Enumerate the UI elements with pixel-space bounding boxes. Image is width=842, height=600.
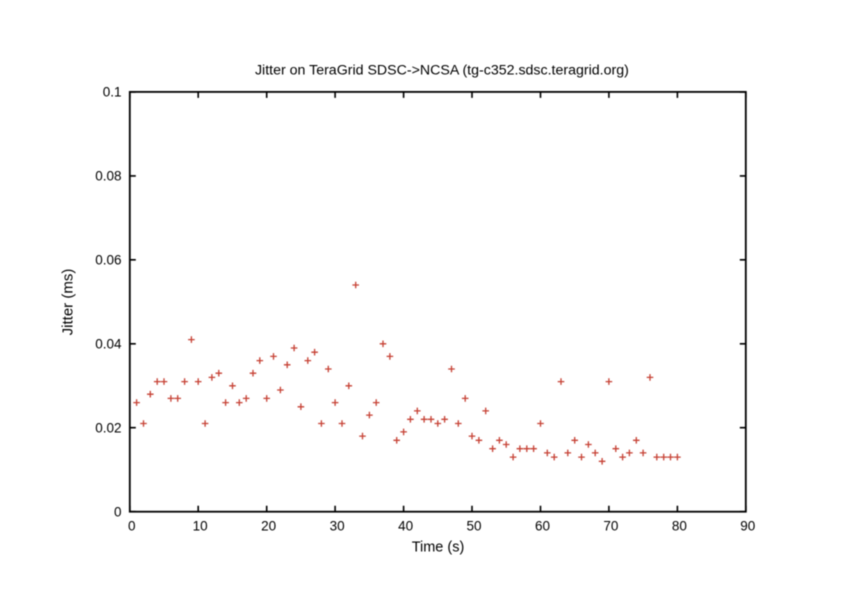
- svg-text:80: 80: [672, 519, 687, 534]
- svg-text:Jitter (ms): Jitter (ms): [60, 269, 77, 336]
- svg-text:30: 30: [330, 519, 345, 534]
- svg-text:0.1: 0.1: [103, 85, 122, 100]
- svg-text:70: 70: [603, 519, 618, 534]
- svg-text:10: 10: [193, 519, 208, 534]
- svg-text:0.02: 0.02: [95, 420, 121, 435]
- svg-text:Jitter on TeraGrid SDSC->NCSA: Jitter on TeraGrid SDSC->NCSA (tg-c352.s…: [255, 63, 629, 79]
- svg-text:0: 0: [128, 519, 136, 534]
- svg-text:Time (s): Time (s): [412, 539, 465, 555]
- svg-text:60: 60: [535, 519, 550, 534]
- svg-text:0.08: 0.08: [95, 169, 121, 184]
- svg-text:50: 50: [466, 519, 481, 534]
- svg-text:90: 90: [740, 519, 755, 534]
- svg-text:0: 0: [114, 504, 122, 519]
- svg-text:20: 20: [261, 519, 276, 534]
- svg-text:0.06: 0.06: [95, 253, 121, 268]
- svg-text:40: 40: [398, 519, 413, 534]
- svg-text:0.04: 0.04: [95, 337, 122, 352]
